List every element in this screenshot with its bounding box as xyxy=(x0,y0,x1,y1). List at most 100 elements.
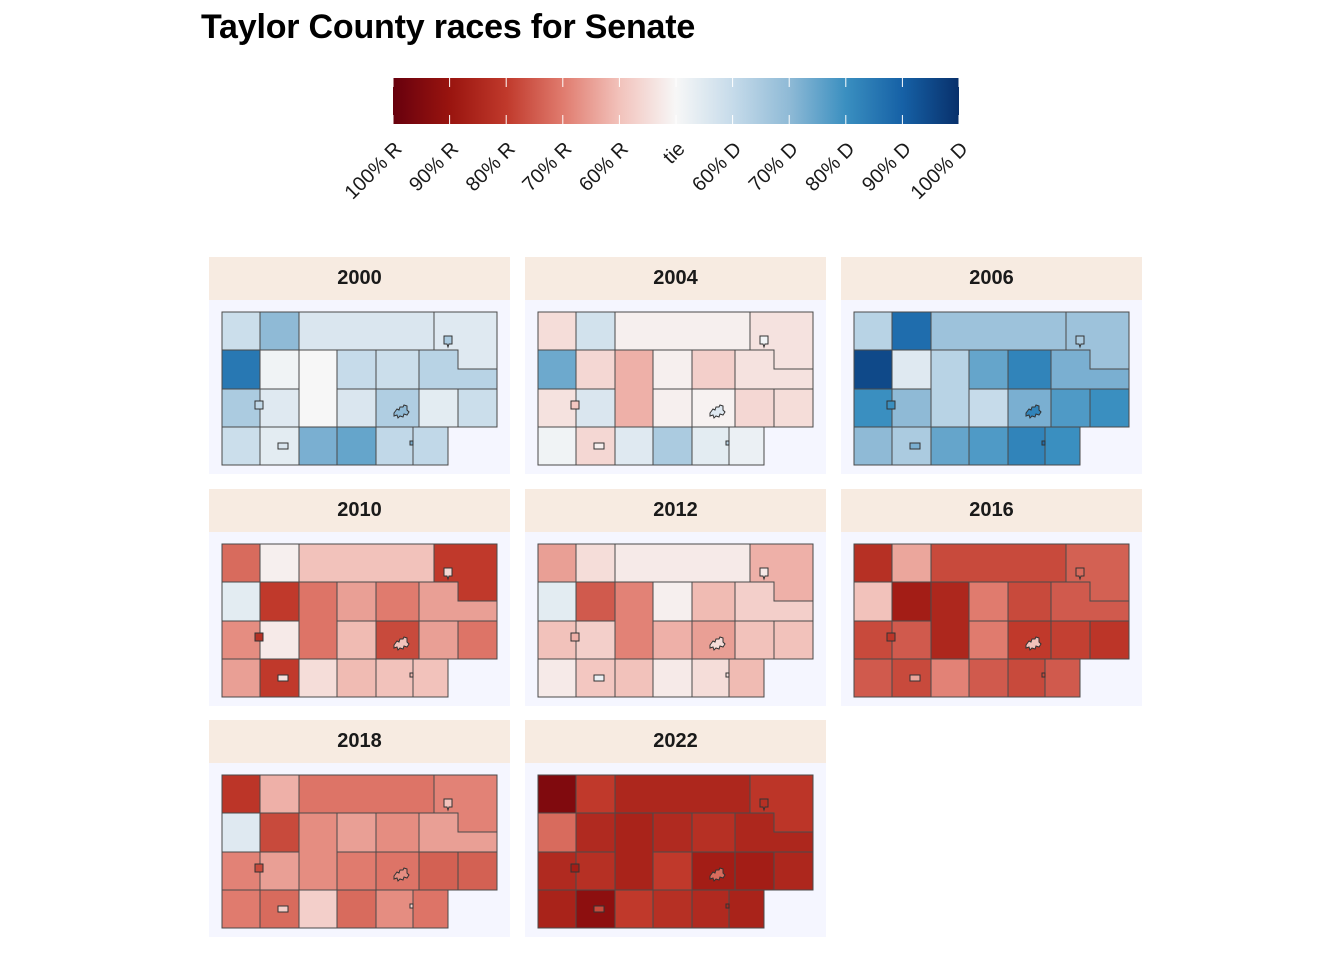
city-region xyxy=(393,867,410,882)
county-region xyxy=(259,311,300,351)
facet-panel-2016: 2016 xyxy=(841,489,1142,706)
county-region xyxy=(537,658,577,698)
county-region xyxy=(891,349,932,390)
county-region xyxy=(614,774,751,814)
county-region xyxy=(412,426,449,466)
legend-ticks xyxy=(392,78,960,124)
county-region xyxy=(575,388,616,428)
county-region xyxy=(259,812,300,853)
city-region xyxy=(277,442,289,450)
city-region xyxy=(593,442,605,450)
county-region xyxy=(336,658,377,698)
legend-label: 60% D xyxy=(688,138,746,196)
county-region xyxy=(221,774,261,814)
county-region xyxy=(734,388,775,428)
city-region xyxy=(725,672,730,678)
county-region xyxy=(537,851,577,891)
county-map xyxy=(853,543,1130,698)
facet-strip: 2000 xyxy=(209,257,510,300)
county-region xyxy=(259,581,300,622)
facet-strip: 2010 xyxy=(209,489,510,532)
facet-panel-2006: 2006 xyxy=(841,257,1142,474)
county-region xyxy=(853,426,893,466)
county-region xyxy=(298,349,338,428)
county-region xyxy=(614,426,654,466)
county-region xyxy=(418,620,459,660)
city-region xyxy=(409,440,414,446)
county-region xyxy=(575,812,616,853)
city-region xyxy=(709,867,726,882)
city-region xyxy=(725,440,730,446)
county-region xyxy=(734,851,775,891)
map-area xyxy=(525,763,826,937)
county-map xyxy=(221,774,498,929)
county-region xyxy=(375,851,420,891)
city-region xyxy=(759,798,769,812)
city-region xyxy=(725,903,730,909)
county-region xyxy=(691,349,736,390)
county-region xyxy=(221,812,261,853)
legend-label: 80% R xyxy=(462,138,520,196)
county-region xyxy=(728,889,765,929)
facet-panel-2004: 2004 xyxy=(525,257,826,474)
county-region xyxy=(457,388,498,428)
city-region xyxy=(254,863,264,873)
facet-year-label: 2000 xyxy=(337,267,382,289)
county-region xyxy=(691,658,730,698)
county-region xyxy=(691,812,736,853)
county-region xyxy=(221,426,261,466)
city-region xyxy=(886,400,896,410)
county-region xyxy=(1044,658,1081,698)
county-region xyxy=(375,581,420,622)
city-region xyxy=(1025,636,1042,651)
county-region xyxy=(891,581,932,622)
county-region xyxy=(652,889,693,929)
city-region xyxy=(409,672,414,678)
county-region xyxy=(1007,581,1052,622)
county-map xyxy=(537,311,814,466)
county-region xyxy=(259,349,300,390)
county-region xyxy=(418,388,459,428)
county-region xyxy=(298,658,338,698)
facet-panel-2000: 2000 xyxy=(209,257,510,474)
county-region xyxy=(1089,620,1130,660)
county-region xyxy=(773,851,814,891)
facet-strip: 2018 xyxy=(209,720,510,763)
county-region xyxy=(221,543,261,583)
county-region xyxy=(575,851,616,891)
facet-strip: 2006 xyxy=(841,257,1142,300)
county-region xyxy=(968,581,1009,622)
county-region xyxy=(728,658,765,698)
city-region xyxy=(759,567,769,581)
county-region xyxy=(537,311,577,351)
city-region xyxy=(570,632,580,642)
facet-panel-2022: 2022 xyxy=(525,720,826,937)
legend-label: 70% D xyxy=(745,138,803,196)
county-region xyxy=(221,889,261,929)
county-region xyxy=(930,311,1067,351)
county-region xyxy=(537,889,577,929)
county-region xyxy=(891,620,932,660)
county-region xyxy=(259,620,300,660)
county-region xyxy=(575,311,616,351)
county-map xyxy=(537,774,814,929)
county-region xyxy=(853,543,893,583)
county-region xyxy=(614,658,654,698)
county-region xyxy=(298,311,435,351)
map-area xyxy=(209,763,510,937)
facet-year-label: 2022 xyxy=(653,730,698,752)
map-area xyxy=(841,532,1142,706)
facet-year-label: 2010 xyxy=(337,499,382,521)
county-region xyxy=(614,543,751,583)
county-region xyxy=(968,388,1009,428)
county-region xyxy=(575,581,616,622)
county-region xyxy=(728,426,765,466)
city-region xyxy=(709,636,726,651)
county-region xyxy=(1007,388,1052,428)
county-region xyxy=(1007,349,1052,390)
county-map xyxy=(221,311,498,466)
map-area xyxy=(209,532,510,706)
county-region xyxy=(298,774,435,814)
county-region xyxy=(652,812,693,853)
